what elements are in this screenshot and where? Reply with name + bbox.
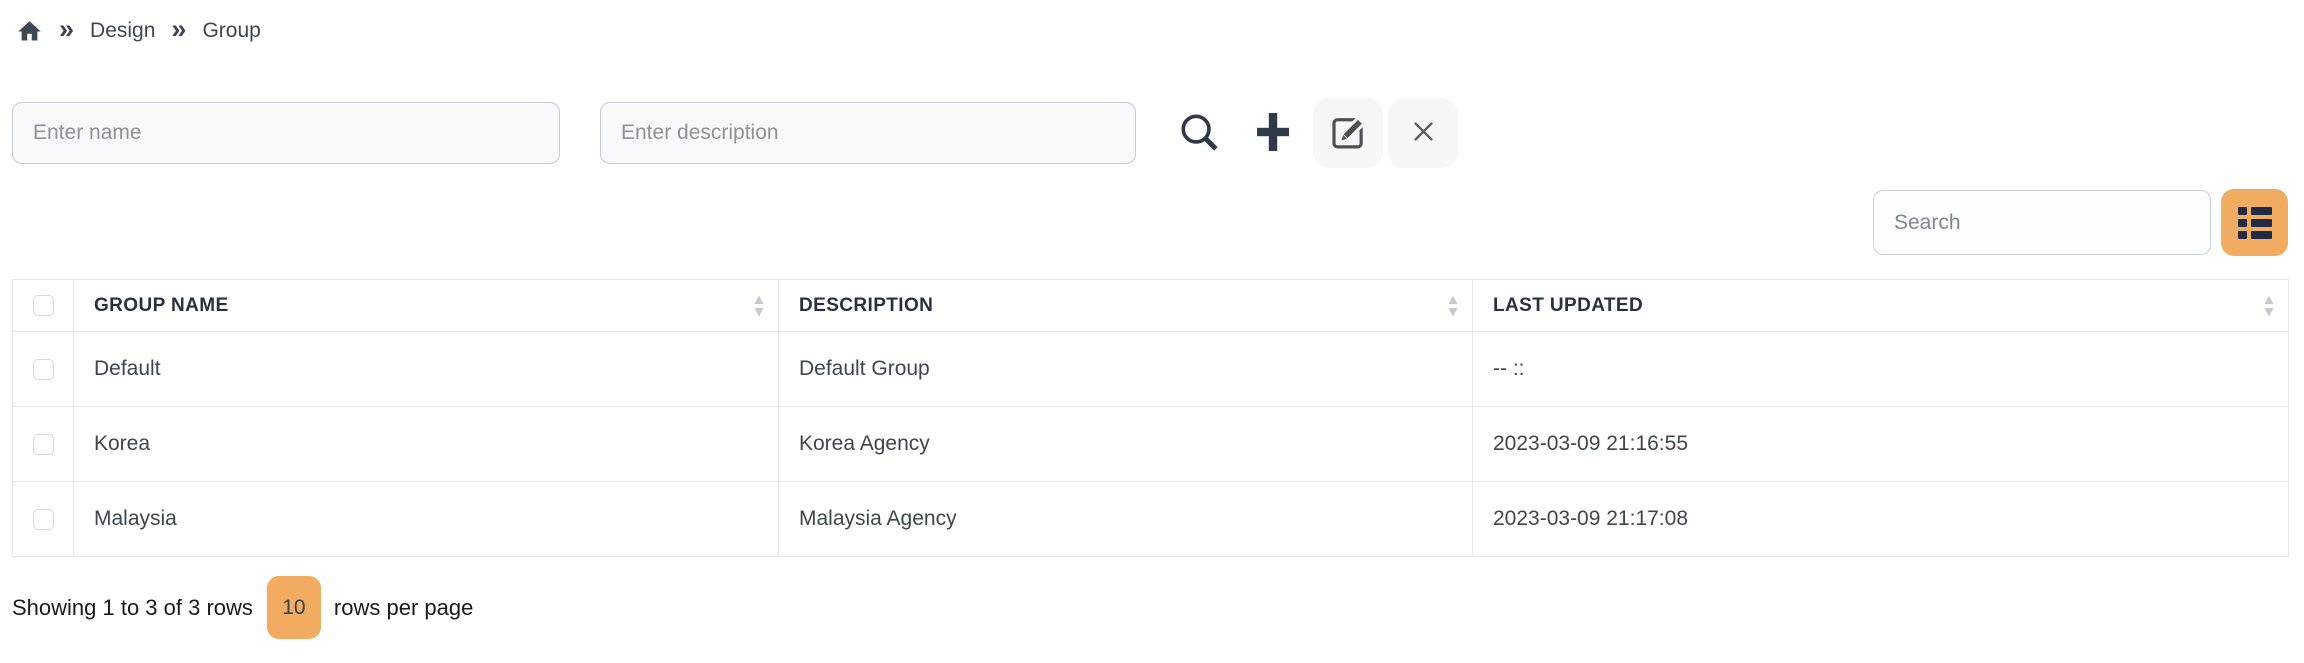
sort-icon[interactable] bbox=[1446, 294, 1460, 318]
name-input[interactable] bbox=[12, 102, 560, 164]
cell-last-updated: -- :: bbox=[1472, 331, 2289, 407]
select-all-cell bbox=[12, 279, 74, 332]
table-row[interactable]: Korea Korea Agency 2023-03-09 21:16:55 bbox=[12, 406, 2289, 482]
description-input[interactable] bbox=[600, 102, 1136, 164]
cell-description: Default Group bbox=[778, 331, 1473, 407]
columns-toggle-button[interactable] bbox=[2221, 189, 2288, 256]
pagination-summary: Showing 1 to 3 of 3 rows bbox=[12, 594, 253, 620]
plus-icon bbox=[1256, 111, 1290, 156]
search-icon bbox=[1176, 109, 1222, 158]
breadcrumb: » Design » Group bbox=[12, 0, 2288, 48]
table-header-row: GROUP NAME DESCRIPTION bbox=[12, 279, 2289, 332]
page-size-button[interactable]: 10 bbox=[266, 576, 321, 639]
breadcrumb-item-design[interactable]: Design bbox=[90, 19, 156, 42]
column-label: DESCRIPTION bbox=[799, 294, 934, 316]
row-checkbox[interactable] bbox=[33, 433, 54, 455]
row-select-cell bbox=[12, 406, 74, 482]
filter-toolbar bbox=[12, 98, 2288, 168]
cell-group-name: Korea bbox=[73, 406, 779, 482]
sort-icon[interactable] bbox=[2262, 294, 2276, 318]
group-table: GROUP NAME DESCRIPTION bbox=[12, 279, 2289, 557]
cell-group-name: Default bbox=[73, 331, 779, 407]
clear-button[interactable] bbox=[1388, 98, 1458, 168]
edit-square-icon bbox=[1327, 111, 1369, 156]
sort-icon[interactable] bbox=[752, 294, 766, 318]
pagination-bar: Showing 1 to 3 of 3 rows 10 rows per pag… bbox=[12, 576, 2288, 639]
breadcrumb-item-group[interactable]: Group bbox=[202, 19, 261, 42]
row-checkbox[interactable] bbox=[33, 358, 54, 380]
row-select-cell bbox=[12, 481, 74, 557]
breadcrumb-separator-icon: » bbox=[171, 13, 187, 44]
cell-last-updated: 2023-03-09 21:17:08 bbox=[1472, 481, 2289, 557]
cell-group-name: Malaysia bbox=[73, 481, 779, 557]
column-header-group-name[interactable]: GROUP NAME bbox=[73, 279, 779, 332]
home-icon[interactable] bbox=[16, 18, 43, 45]
table-row[interactable]: Default Default Group -- :: bbox=[12, 331, 2289, 407]
select-all-checkbox[interactable] bbox=[33, 294, 54, 316]
row-select-cell bbox=[12, 331, 74, 407]
column-header-last-updated[interactable]: LAST UPDATED bbox=[1472, 279, 2289, 332]
table-toolbar bbox=[12, 189, 2288, 256]
column-label: GROUP NAME bbox=[94, 294, 229, 316]
column-header-description[interactable]: DESCRIPTION bbox=[778, 279, 1473, 332]
cell-description: Malaysia Agency bbox=[778, 481, 1473, 557]
table-row[interactable]: Malaysia Malaysia Agency 2023-03-09 21:1… bbox=[12, 481, 2289, 557]
list-icon bbox=[2237, 206, 2272, 239]
rows-per-page-label: rows per page bbox=[333, 594, 474, 620]
cell-last-updated: 2023-03-09 21:16:55 bbox=[1472, 406, 2289, 482]
edit-button[interactable] bbox=[1313, 98, 1383, 168]
breadcrumb-separator-icon: » bbox=[59, 13, 75, 44]
column-label: LAST UPDATED bbox=[1493, 294, 1644, 316]
close-icon bbox=[1410, 118, 1437, 148]
search-button[interactable] bbox=[1164, 98, 1234, 168]
row-checkbox[interactable] bbox=[33, 508, 54, 530]
table-search-input[interactable] bbox=[1873, 190, 2211, 255]
cell-description: Korea Agency bbox=[778, 406, 1473, 482]
add-button[interactable] bbox=[1238, 98, 1308, 168]
